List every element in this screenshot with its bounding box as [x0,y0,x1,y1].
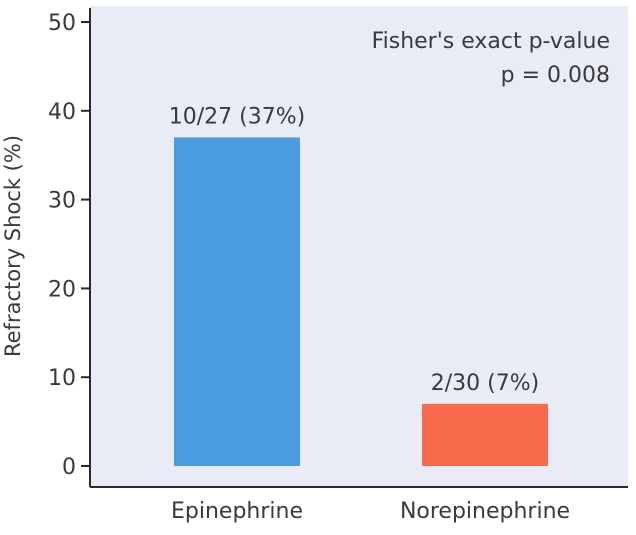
y-tick-label: 40 [48,100,76,125]
y-tick-label: 30 [48,189,76,214]
bars [174,137,548,466]
data-label-epinephrine: 10/27 (37%) [169,104,305,129]
y-tick-label: 0 [62,455,76,480]
data-label-norepinephrine: 2/30 (7%) [431,371,539,396]
category-labels: Epinephrine Norepinephrine [171,499,570,524]
annotation-line-2: p = 0.008 [501,63,610,88]
bar-norepinephrine [422,403,548,466]
annotation: Fisher's exact p-value p = 0.008 [372,29,610,88]
bar-epinephrine [174,137,300,466]
data-labels: 10/27 (37%) 2/30 (7%) [169,104,539,395]
category-label-epinephrine: Epinephrine [171,499,303,524]
annotation-line-1: Fisher's exact p-value [372,29,610,54]
y-tick-label: 50 [48,11,76,36]
category-label-norepinephrine: Norepinephrine [400,499,570,524]
y-tick-label: 20 [48,277,76,302]
y-axis-title: Refractory Shock (%) [1,135,25,357]
y-tick-label: 10 [48,366,76,391]
y-axis-ticks: 0 10 20 30 40 50 [48,11,90,480]
